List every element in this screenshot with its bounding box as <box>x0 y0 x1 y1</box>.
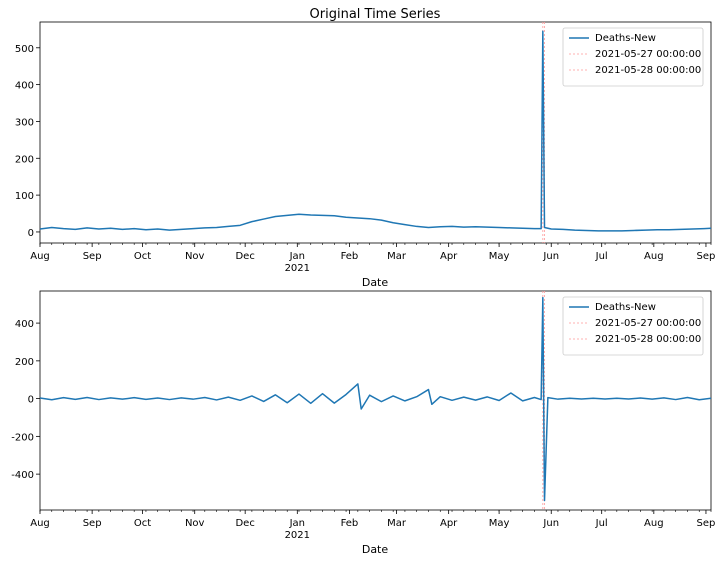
top-chart-panel: Original Time Series 0 100 200 300 400 500 Aug… <box>15 7 715 289</box>
y-tick-label: 400 <box>15 81 34 92</box>
series-line-deaths-new <box>39 296 712 502</box>
x-tick-label: Apr <box>440 251 458 262</box>
x-tick-label: Sep <box>697 518 716 529</box>
x-tick-label: Sep <box>83 251 102 262</box>
legend: Deaths-New 2021-05-27 00:00:00 2021-05-28 … <box>562 296 704 356</box>
x-tick-label: Mar <box>387 251 407 262</box>
y-tick-label: 200 <box>15 357 34 368</box>
x-tick-label: Aug <box>644 518 664 529</box>
x-tick-year-label: 2021 <box>285 263 310 274</box>
x-tick-label: Nov <box>185 251 205 262</box>
legend-entry-label: Deaths-New <box>595 302 656 313</box>
y-tick-label: -200 <box>11 432 34 443</box>
x-tick-label: Oct <box>134 251 151 262</box>
x-tick-label: Feb <box>341 251 359 262</box>
y-tick-label: 200 <box>15 154 34 165</box>
x-tick-label: Jun <box>542 251 559 262</box>
y-tick-label: 0 <box>28 228 34 239</box>
legend-box <box>562 27 704 87</box>
x-tick-label: May <box>489 518 510 529</box>
x-axis-label: Date <box>362 543 389 556</box>
x-tick-label: Feb <box>341 518 359 529</box>
x-tick-label: Oct <box>134 518 151 529</box>
legend: Deaths-New 2021-05-27 00:00:00 2021-05-28 … <box>562 27 704 87</box>
x-tick-label: Aug <box>30 518 50 529</box>
y-tick-label: -400 <box>11 470 34 481</box>
x-tick-label: Aug <box>644 251 664 262</box>
y-tick-label: 0 <box>28 395 34 406</box>
x-tick-label: Jan <box>289 518 305 529</box>
x-tick-label: Apr <box>440 518 458 529</box>
x-tick-label: Nov <box>185 518 205 529</box>
x-tick-label: Dec <box>235 251 254 262</box>
legend-box <box>562 296 704 356</box>
series-line-deaths-new <box>39 30 712 232</box>
legend-entry-label: 2021-05-27 00:00:00 <box>595 318 701 329</box>
plot-area-frame <box>39 290 712 511</box>
x-tick-label: Mar <box>387 518 407 529</box>
x-tick-label: Aug <box>30 251 50 262</box>
x-tick-label: Dec <box>235 518 254 529</box>
x-tick-label: Jul <box>595 251 608 262</box>
y-tick-label: 400 <box>15 319 34 330</box>
x-tick-label: Jan <box>289 251 305 262</box>
x-tick-year-label: 2021 <box>285 530 310 541</box>
legend-entry-label: 2021-05-28 00:00:00 <box>595 65 701 76</box>
x-tick-label: Jul <box>595 518 608 529</box>
legend-entry-label: 2021-05-27 00:00:00 <box>595 49 701 60</box>
y-tick-label: 300 <box>15 117 34 128</box>
chart-title: Original Time Series <box>310 7 441 22</box>
plot-area-frame <box>39 21 712 244</box>
x-tick-label: Sep <box>697 251 716 262</box>
x-tick-label: May <box>489 251 510 262</box>
y-tick-label: 100 <box>15 191 34 202</box>
legend-entry-label: Deaths-New <box>595 33 656 44</box>
legend-entry-label: 2021-05-28 00:00:00 <box>595 334 701 345</box>
y-tick-label: 500 <box>15 44 34 55</box>
x-tick-label: Sep <box>83 518 102 529</box>
x-axis-label: Date <box>362 276 389 289</box>
x-tick-label: Jun <box>542 518 559 529</box>
